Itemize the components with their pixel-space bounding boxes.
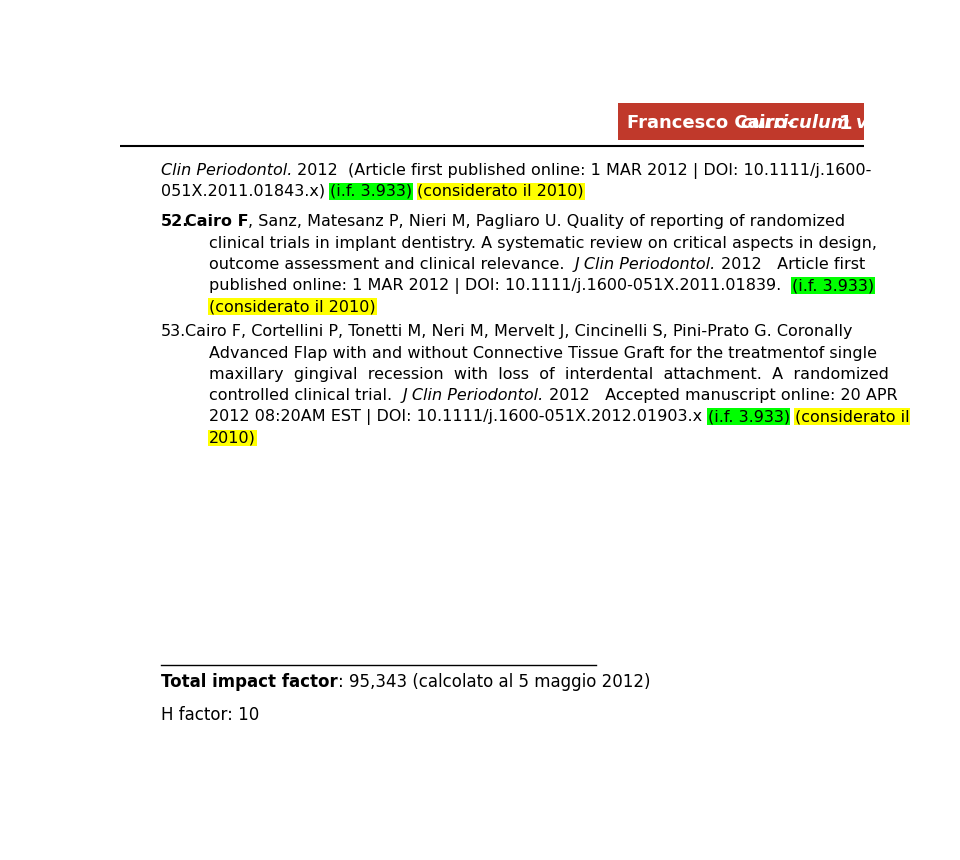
Text: 2012  (Article first published online: 1 MAR 2012 | DOI: 10.1111/j.1600-: 2012 (Article first published online: 1 …	[292, 163, 872, 179]
Text: curriculum vitae: curriculum vitae	[741, 114, 907, 132]
Text: (considerato il: (considerato il	[795, 409, 909, 424]
Text: Total impact factor: Total impact factor	[161, 673, 338, 691]
Text: 53.: 53.	[161, 324, 186, 340]
Text: : 95,343 (calcolato al 5 maggio 2012): : 95,343 (calcolato al 5 maggio 2012)	[338, 673, 650, 691]
Text: (i.f. 3.933): (i.f. 3.933)	[708, 409, 790, 424]
Text: 051X.2011.01843.x): 051X.2011.01843.x)	[161, 184, 330, 199]
Text: J Clin Periodontol.: J Clin Periodontol.	[575, 257, 716, 272]
Text: Advanced Flap with and without Connective Tissue Graft for the treatmentof singl: Advanced Flap with and without Connectiv…	[209, 346, 877, 360]
Text: outcome assessment and clinical relevance.: outcome assessment and clinical relevanc…	[209, 257, 575, 272]
Text: 2010): 2010)	[209, 430, 256, 445]
Text: J Clin Periodontol.: J Clin Periodontol.	[402, 388, 544, 403]
Text: Francesco Cairo-: Francesco Cairo-	[628, 114, 795, 132]
Text: , Sanz, Matesanz P, Nieri M, Pagliaro U. Quality of reporting of randomized: , Sanz, Matesanz P, Nieri M, Pagliaro U.…	[249, 214, 846, 229]
Text: published online: 1 MAR 2012 | DOI: 10.1111/j.1600-051X.2011.01839.: published online: 1 MAR 2012 | DOI: 10.1…	[209, 278, 792, 294]
Text: 52.: 52.	[161, 214, 189, 229]
Text: 1: 1	[839, 114, 852, 133]
Text: (considerato il 2010): (considerato il 2010)	[418, 184, 584, 199]
Text: 2012 08:20AM EST | DOI: 10.1111/j.1600-051X.2012.01903.x: 2012 08:20AM EST | DOI: 10.1111/j.1600-0…	[209, 409, 708, 425]
Text: maxillary  gingival  recession  with  loss  of  interdental  attachment.  A  ran: maxillary gingival recession with loss o…	[209, 366, 889, 382]
FancyBboxPatch shape	[618, 103, 864, 139]
Text: H factor: 10: H factor: 10	[161, 706, 259, 724]
Text: (i.f. 3.933): (i.f. 3.933)	[330, 184, 412, 199]
Text: Cairo F, Cortellini P, Tonetti M, Neri M, Mervelt J, Cincinelli S, Pini-Prato G.: Cairo F, Cortellini P, Tonetti M, Neri M…	[184, 324, 852, 340]
Text: (considerato il 2010): (considerato il 2010)	[209, 299, 376, 314]
Text: Cairo F: Cairo F	[184, 214, 249, 229]
Text: 2012   Accepted manuscript online: 20 APR: 2012 Accepted manuscript online: 20 APR	[544, 388, 898, 403]
Text: Clin Periodontol.: Clin Periodontol.	[161, 163, 292, 178]
Text: (i.f. 3.933): (i.f. 3.933)	[792, 278, 874, 293]
Text: 2012   Article first: 2012 Article first	[716, 257, 866, 272]
Text: controlled clinical trial.: controlled clinical trial.	[209, 388, 402, 403]
Text: clinical trials in implant dentistry. A systematic review on critical aspects in: clinical trials in implant dentistry. A …	[209, 236, 877, 250]
